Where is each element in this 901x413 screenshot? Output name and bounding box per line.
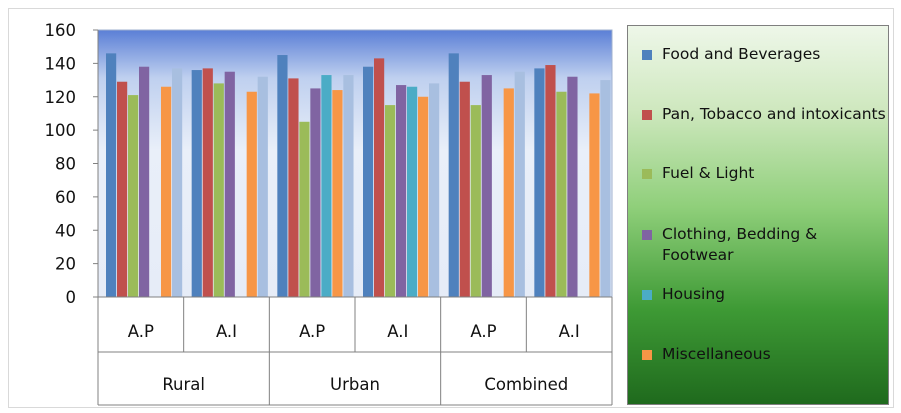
legend-item-housing: Housing (642, 284, 887, 305)
bar (310, 88, 321, 297)
legend-label: Clothing, Bedding & Footwear (662, 225, 818, 264)
bar (600, 80, 611, 297)
bar (321, 75, 332, 298)
y-tick-label: 80 (55, 155, 76, 174)
legend-swatch (642, 110, 652, 120)
bar (191, 70, 202, 297)
legend-swatch (642, 230, 652, 240)
bar (514, 71, 525, 297)
bar (257, 76, 268, 297)
bar (246, 91, 257, 298)
legend-item-fuel-light: Fuel & Light (642, 163, 887, 184)
bar (470, 105, 481, 297)
bar (534, 68, 545, 297)
bar (343, 75, 354, 298)
x-tick-label: A.I (559, 322, 580, 341)
bar (429, 83, 440, 298)
bar (117, 81, 128, 297)
y-tick-label: 60 (55, 188, 76, 207)
x-group-label: Urban (330, 375, 380, 394)
y-tick-label: 0 (66, 288, 77, 307)
plot-background (97, 29, 613, 298)
legend-label: Miscellaneous (662, 345, 771, 363)
bar (567, 76, 578, 297)
bar (128, 95, 139, 297)
legend-label: Fuel & Light (662, 164, 755, 182)
legend-label: Food and Beverages (662, 45, 821, 63)
legend-item-food-and-beverages: Food and Beverages (642, 44, 887, 65)
y-tick-label: 100 (45, 121, 77, 140)
bar (224, 71, 235, 297)
x-tick-label: A.I (387, 322, 408, 341)
bar (106, 53, 117, 297)
bar (385, 105, 396, 297)
legend-swatch (642, 350, 652, 360)
y-tick-label: 40 (55, 221, 76, 240)
y-tick-label: 160 (45, 21, 77, 40)
legend-label: Housing (662, 285, 726, 303)
bar (374, 58, 385, 298)
bar (448, 53, 459, 297)
x-group-label: Rural (162, 375, 205, 394)
bar (503, 88, 514, 297)
bar (418, 96, 429, 297)
bar (459, 81, 470, 297)
bar (213, 83, 224, 298)
bar (277, 55, 288, 297)
x-tick-label: A.P (299, 322, 325, 341)
legend-item-pan-tobacco: Pan, Tobacco and intoxicants (642, 104, 887, 125)
bar (556, 91, 567, 298)
y-tick-label: 20 (55, 255, 76, 274)
bar (299, 121, 310, 297)
bar (407, 86, 418, 297)
legend-swatch (642, 50, 652, 60)
legend-item-miscellaneous: Miscellaneous (642, 344, 887, 365)
legend-swatch (642, 290, 652, 300)
bar (363, 66, 374, 298)
bar (481, 75, 492, 298)
bar (172, 68, 183, 297)
bar (202, 68, 213, 297)
bar (288, 78, 299, 297)
legend-item-clothing: Clothing, Bedding & Footwear (642, 224, 887, 266)
bar (396, 85, 407, 297)
bar (589, 93, 600, 297)
legend-swatch (642, 169, 652, 179)
x-tick-label: A.I (216, 322, 237, 341)
bar (545, 65, 556, 297)
x-tick-label: A.P (128, 322, 154, 341)
bar (161, 86, 172, 297)
bar (332, 90, 343, 297)
bar (139, 66, 150, 298)
x-tick-label: A.P (470, 322, 496, 341)
y-tick-label: 140 (45, 54, 77, 73)
legend-label: Pan, Tobacco and intoxicants (662, 105, 886, 123)
x-group-label: Combined (484, 375, 568, 394)
y-tick-label: 120 (45, 88, 77, 107)
legend: Food and Beverages Pan, Tobacco and into… (627, 25, 889, 405)
